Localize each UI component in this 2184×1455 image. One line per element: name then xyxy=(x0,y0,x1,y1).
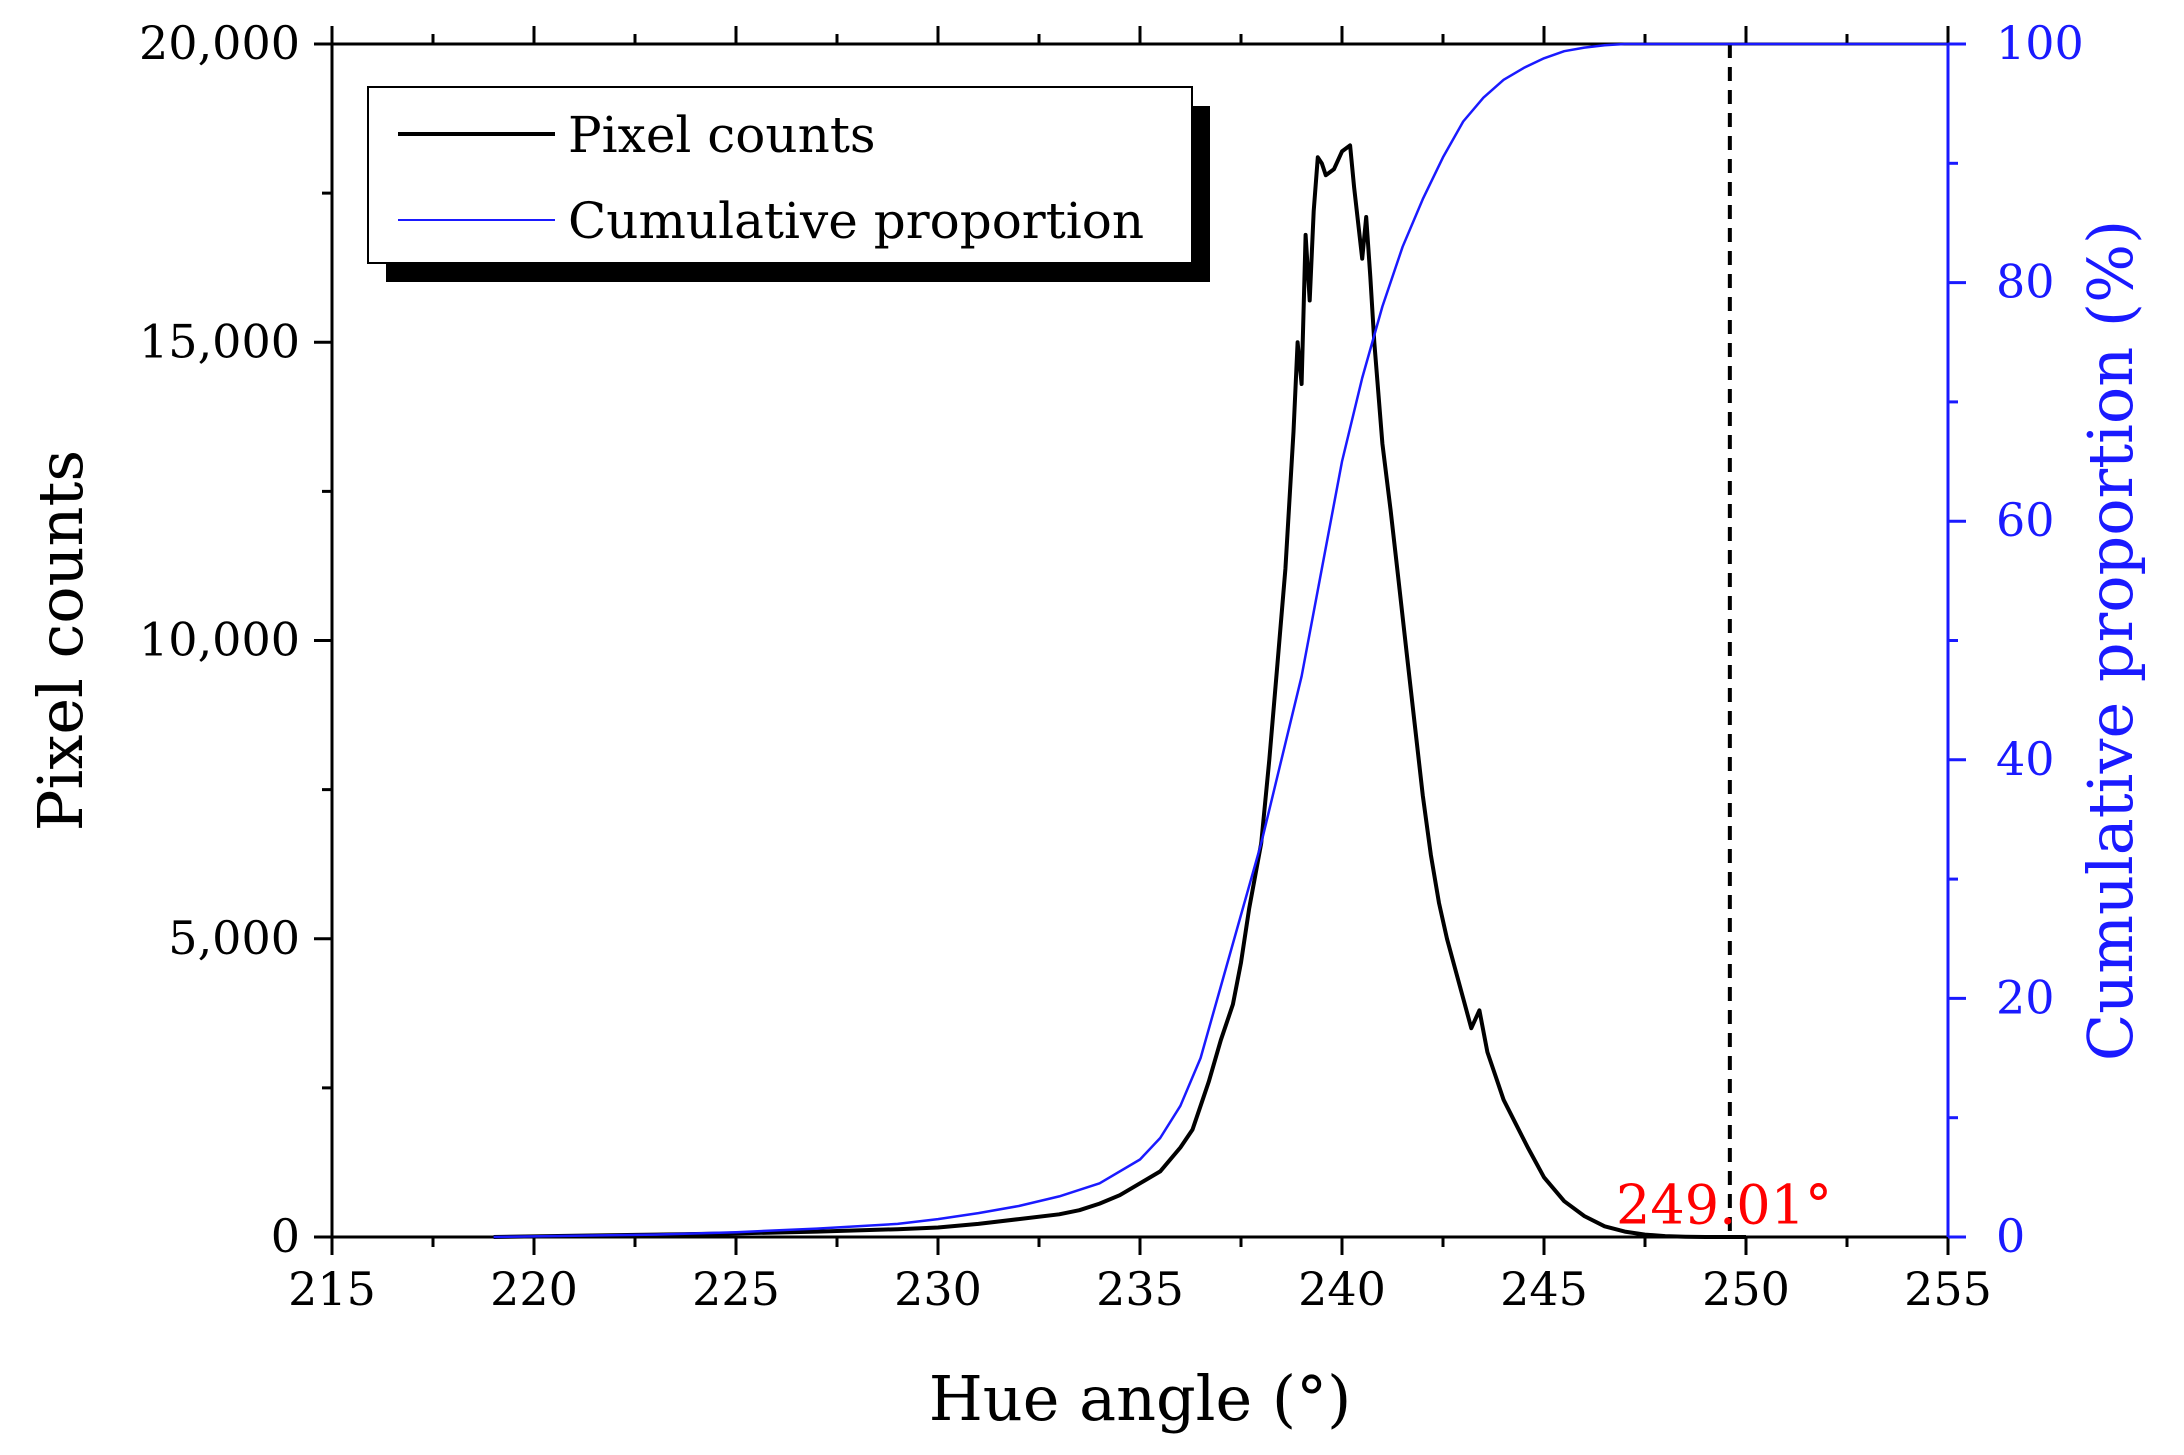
legend-box xyxy=(367,86,1193,264)
y2-tick-label: 20 xyxy=(1996,970,2055,1024)
y-tick-label: 5,000 xyxy=(168,911,300,965)
x-tick-label: 230 xyxy=(894,1262,982,1316)
x-tick-label: 240 xyxy=(1298,1262,1386,1316)
x-tick-label: 245 xyxy=(1500,1262,1588,1316)
y-tick-label: 0 xyxy=(271,1209,300,1263)
y-tick-label: 20,000 xyxy=(139,16,300,70)
x-tick-label: 235 xyxy=(1096,1262,1184,1316)
series-line-cumulative-proportion xyxy=(493,42,1948,1239)
x-tick-label: 250 xyxy=(1702,1262,1790,1316)
y2-tick-label: 40 xyxy=(1996,732,2055,786)
y2-tick-label: 0 xyxy=(1996,1209,2025,1263)
legend-label-pixel-counts: Pixel counts xyxy=(568,106,876,164)
y2-tick-label: 100 xyxy=(1996,16,2084,70)
x-tick-label: 215 xyxy=(288,1262,376,1316)
x-tick-label: 220 xyxy=(490,1262,578,1316)
y-tick-label: 15,000 xyxy=(139,314,300,368)
series-line-pixel-counts xyxy=(493,143,1746,1239)
y2-tick-label: 80 xyxy=(1996,255,2055,309)
legend-label-cumulative: Cumulative proportion xyxy=(568,192,1144,250)
y2-axis-title: Cumulative proportion (%) xyxy=(2074,220,2147,1061)
x-tick-label: 225 xyxy=(692,1262,780,1316)
y-axis-title: Pixel counts xyxy=(24,450,97,831)
plot-area: 215 220 225 230 235 240 245 250 25505,00010,0001… xyxy=(24,16,2147,1435)
annotation-label: 249.01° xyxy=(1616,1173,1832,1236)
legend: Pixel counts Cumulative proportion xyxy=(367,86,1210,282)
x-axis-title: Hue angle (°) xyxy=(929,1362,1352,1435)
y2-tick-label: 60 xyxy=(1996,493,2055,547)
y-tick-label: 10,000 xyxy=(139,613,300,667)
x-tick-label: 255 xyxy=(1904,1262,1992,1316)
